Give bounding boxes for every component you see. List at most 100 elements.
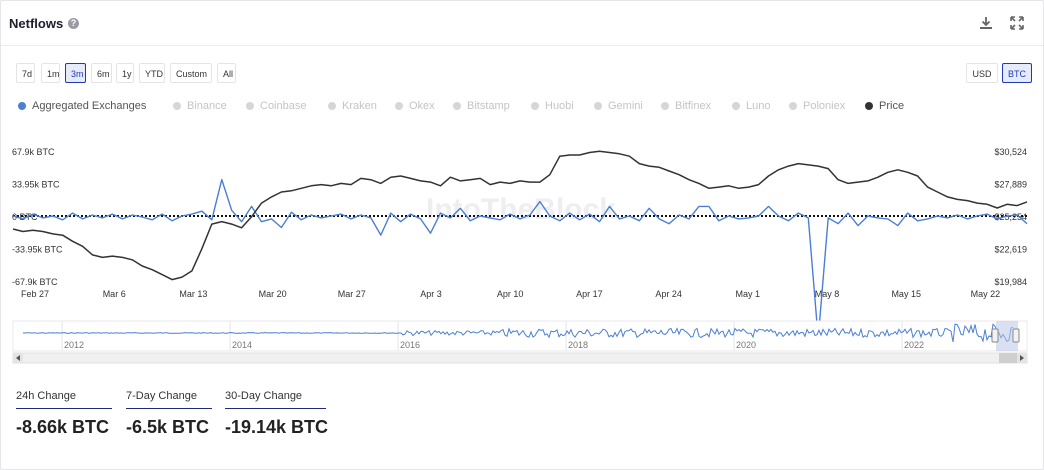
legend-label: Gemini: [608, 100, 643, 112]
stat-value: -19.14k BTC: [225, 417, 329, 437]
navigator-year-label: 2014: [232, 340, 252, 350]
y-left-tick-label: 33.95k BTC: [12, 180, 60, 190]
legend-label: Bitfinex: [675, 100, 712, 112]
y-right-tick-label: $30,524: [994, 147, 1027, 157]
navigator-right-handle[interactable]: [1012, 328, 1020, 343]
range-6m-button[interactable]: 6m: [91, 63, 112, 83]
legend-dot-icon: [453, 101, 461, 110]
legend-dot-icon: [246, 101, 254, 110]
navigator-selection[interactable]: [996, 321, 1018, 351]
watermark: IntoTheBlock: [426, 193, 616, 226]
legend-luno[interactable]: Luno: [732, 100, 770, 112]
legend-dot-icon: [661, 101, 669, 110]
range-3m-button[interactable]: 3m: [65, 63, 86, 83]
stat-value: -8.66k BTC: [16, 417, 110, 437]
x-tick-label: May 15: [891, 289, 921, 299]
card-header: Netflows ?: [1, 1, 1043, 46]
navigator-frame: [12, 320, 1028, 352]
unit-btc-button[interactable]: BTC: [1002, 63, 1032, 83]
netflow-series-line: [12, 178, 1028, 340]
unit-usd-button[interactable]: USD: [966, 63, 998, 83]
scroll-left-icon: [16, 355, 20, 361]
navigator-year-label: 2020: [736, 340, 756, 350]
navigator-scrollbar-thumb[interactable]: [999, 353, 1017, 363]
navigator-year-label: 2016: [400, 340, 420, 350]
x-tick-label: Mar 20: [259, 289, 287, 299]
y-left-tick-label: -67.9k BTC: [12, 277, 58, 287]
legend-label: Poloniex: [803, 100, 846, 112]
x-tick-label: Mar 6: [103, 289, 126, 299]
range-1y-button[interactable]: 1y: [116, 63, 134, 83]
legend-label: Price: [879, 100, 905, 112]
stat-30day: 30-Day Change -19.14k BTC: [225, 390, 328, 438]
legend-label: Aggregated Exchanges: [32, 100, 147, 112]
stat-label: 7-Day Change: [126, 390, 212, 409]
stat-24h: 24h Change -8.66k BTC: [16, 390, 112, 438]
download-icon[interactable]: [978, 15, 994, 31]
x-tick-label: May 22: [971, 289, 1001, 299]
legend-poloniex[interactable]: Poloniex: [789, 100, 845, 112]
legend-dot-icon: [789, 101, 797, 110]
x-tick-label: Apr 10: [497, 289, 524, 299]
legend-label: Luno: [746, 100, 771, 112]
navigator-scrollbar-track[interactable]: [12, 352, 1028, 364]
legend-bitstamp[interactable]: Bitstamp: [453, 100, 510, 112]
range-1m-button[interactable]: 1m: [41, 63, 60, 83]
navigator-series-line: [23, 323, 1014, 343]
legend-dot-icon: [328, 101, 336, 110]
navigator-year-label: 2012: [64, 340, 84, 350]
stat-7day: 7-Day Change -6.5k BTC: [126, 390, 212, 438]
legend-dot-icon: [395, 101, 403, 110]
legend-dot-icon: [594, 101, 602, 110]
legend-dot-icon: [173, 101, 181, 110]
x-axis: Feb 27 Mar 6 Mar 13 Mar 20 Mar 27 Apr 3 Apr 10…: [21, 289, 1000, 299]
range-custom-button[interactable]: Custom: [170, 63, 212, 83]
legend-gemini[interactable]: Gemini: [594, 100, 643, 112]
legend-okex[interactable]: Okex: [395, 100, 435, 112]
x-tick-label: May 1: [736, 289, 761, 299]
legend-dot-icon: [18, 101, 26, 110]
x-tick-label: Apr 17: [576, 289, 603, 299]
x-tick-label: Feb 27: [21, 289, 49, 299]
legend-price[interactable]: Price: [865, 100, 904, 112]
navigator-series: [23, 323, 1014, 343]
navigator[interactable]: 2012 2014 2016 2018 2020 2022: [12, 320, 1028, 364]
expand-icon[interactable]: [1009, 15, 1025, 31]
legend-label: Coinbase: [260, 100, 307, 112]
card-title: Netflows: [9, 16, 64, 31]
legend-coinbase[interactable]: Coinbase: [246, 100, 306, 112]
legend-dot-icon: [732, 101, 740, 110]
legend-huobi[interactable]: Huobi: [531, 100, 574, 112]
scroll-right-icon: [1020, 355, 1024, 361]
x-tick-label: Apr 3: [420, 289, 442, 299]
range-ytd-button[interactable]: YTD: [139, 63, 165, 83]
stat-label: 30-Day Change: [225, 390, 326, 409]
x-tick-label: Apr 24: [655, 289, 682, 299]
legend-bitfinex[interactable]: Bitfinex: [661, 100, 711, 112]
legend-label: Kraken: [342, 100, 377, 112]
legend-label: Okex: [409, 100, 435, 112]
navigator-left-handle[interactable]: [991, 328, 999, 343]
y-right-tick-label: $22,619: [994, 245, 1027, 255]
y-left-tick-label: -33.95k BTC: [12, 245, 63, 255]
legend-aggregated-exchanges[interactable]: Aggregated Exchanges: [18, 100, 146, 112]
legend-dot-icon: [865, 101, 873, 110]
legend-dot-icon: [531, 101, 539, 110]
x-tick-label: May 8: [815, 289, 840, 299]
series-group: [12, 150, 1028, 340]
x-tick-label: Mar 27: [338, 289, 366, 299]
stat-label: 24h Change: [16, 390, 112, 409]
question-icon[interactable]: ?: [68, 18, 79, 29]
y-right-tick-label: $19,984: [994, 277, 1027, 287]
legend-binance[interactable]: Binance: [173, 100, 227, 112]
range-all-button[interactable]: All: [217, 63, 236, 83]
stat-value: -6.5k BTC: [126, 417, 210, 437]
legend-kraken[interactable]: Kraken: [328, 100, 377, 112]
range-7d-button[interactable]: 7d: [16, 63, 35, 83]
legend-label: Binance: [187, 100, 227, 112]
navigator-years: 2012 2014 2016 2018 2020 2022: [61, 321, 924, 351]
price-series-line: [12, 150, 1028, 281]
legend-label: Bitstamp: [467, 100, 510, 112]
